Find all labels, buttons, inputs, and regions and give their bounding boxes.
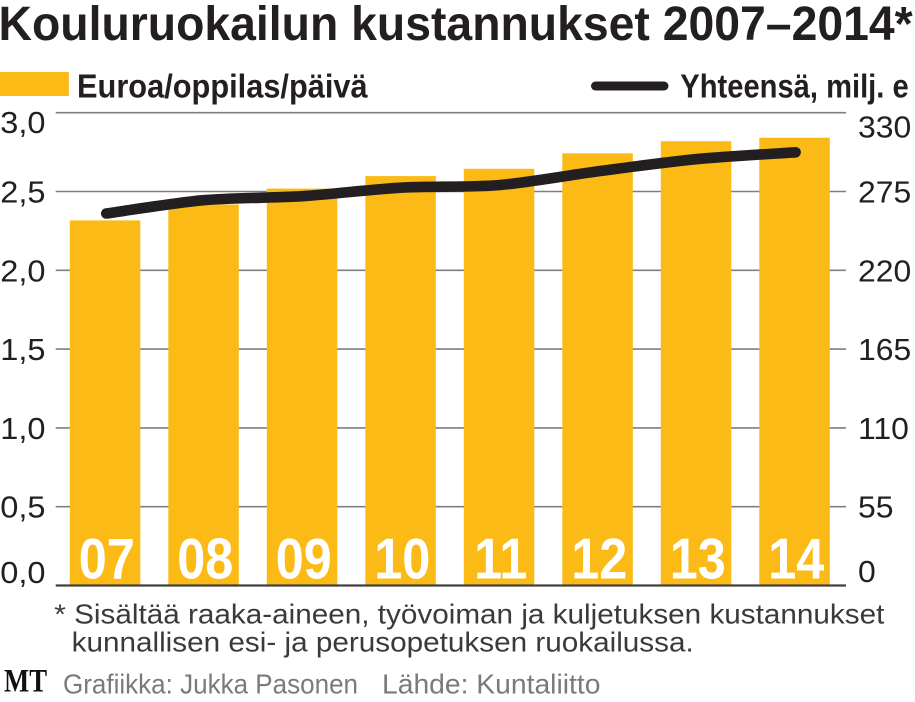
svg-text:1,5: 1,5 [0, 332, 45, 367]
svg-text:0,5: 0,5 [0, 489, 45, 524]
svg-text:* Sisältää raaka-aineen, työvo: * Sisältää raaka-aineen, työvoiman ja ku… [54, 599, 884, 630]
svg-text:0: 0 [858, 554, 876, 588]
svg-text:10: 10 [374, 528, 430, 592]
svg-text:275: 275 [858, 175, 911, 209]
svg-text:13: 13 [670, 528, 726, 592]
svg-text:55: 55 [858, 490, 894, 524]
svg-text:Euroa/oppilas/päivä: Euroa/oppilas/päivä [77, 67, 368, 104]
svg-text:08: 08 [177, 528, 233, 592]
svg-text:1,0: 1,0 [0, 411, 45, 446]
svg-text:kunnallisen esi- ja perusopetu: kunnallisen esi- ja perusopetuksen ruoka… [72, 627, 694, 658]
svg-text:3,0: 3,0 [0, 105, 45, 140]
svg-text:Kouluruokailun kustannukset 20: Kouluruokailun kustannukset 2007–2014* [0, 0, 913, 51]
svg-text:330: 330 [858, 110, 911, 144]
svg-text:2,0: 2,0 [0, 253, 45, 288]
svg-text:Yhteensä, milj. e: Yhteensä, milj. e [680, 68, 908, 105]
svg-text:09: 09 [276, 528, 332, 592]
svg-text:Grafiikka: Jukka Pasonen: Grafiikka: Jukka Pasonen [63, 669, 358, 700]
svg-text:220: 220 [858, 254, 911, 288]
svg-text:110: 110 [858, 411, 909, 445]
svg-text:MT: MT [4, 663, 47, 699]
svg-text:Lähde: Kuntaliitto: Lähde: Kuntaliitto [382, 669, 600, 700]
svg-text:07: 07 [79, 528, 135, 592]
svg-text:11: 11 [474, 528, 527, 592]
svg-text:12: 12 [571, 528, 627, 592]
svg-text:2,5: 2,5 [0, 174, 45, 209]
svg-text:0,0: 0,0 [0, 555, 45, 590]
svg-text:165: 165 [858, 333, 911, 367]
svg-text:14: 14 [768, 528, 824, 592]
